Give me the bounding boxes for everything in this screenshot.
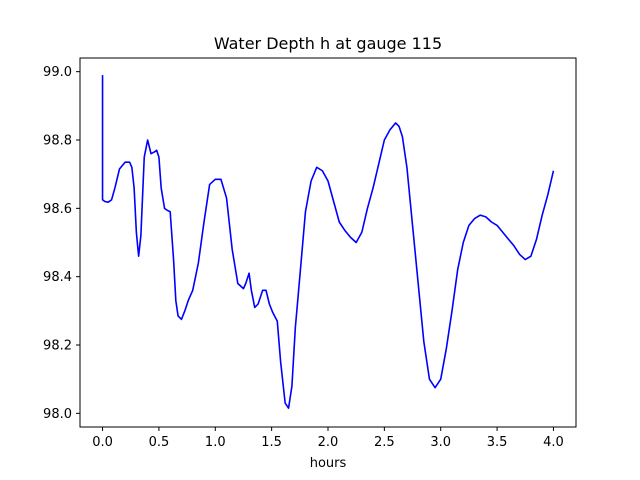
x-tick-label: 1.5 <box>261 435 282 450</box>
x-tick-label: 2.0 <box>318 435 339 450</box>
x-axis-label: hours <box>310 456 347 471</box>
y-tick-label: 98.8 <box>43 134 72 149</box>
series-line-0 <box>101 75 555 410</box>
axes-frame <box>79 57 577 428</box>
x-tick-label: 0.0 <box>92 435 113 450</box>
x-tick-label: 4.0 <box>543 435 564 450</box>
plot-area <box>101 75 555 410</box>
x-tick-label: 0.5 <box>149 435 170 450</box>
y-tick-label: 98.0 <box>43 407 72 422</box>
y-tick-label: 98.2 <box>43 339 72 354</box>
y-tick-label: 98.4 <box>43 270 72 285</box>
x-tick-label: 2.5 <box>374 435 395 450</box>
chart-title: Water Depth h at gauge 115 <box>214 34 442 53</box>
axis-ticks: 0.0 0.5 1.0 1.5 2.0 2.5 3.0 3.5 4.0 98.0 98.2 98.4 9… <box>43 65 564 450</box>
x-tick-label: 3.5 <box>487 435 508 450</box>
x-tick-label: 3.0 <box>430 435 451 450</box>
y-tick-label: 98.6 <box>43 202 72 217</box>
y-tick-label: 99.0 <box>43 65 72 80</box>
x-tick-label: 1.0 <box>205 435 226 450</box>
